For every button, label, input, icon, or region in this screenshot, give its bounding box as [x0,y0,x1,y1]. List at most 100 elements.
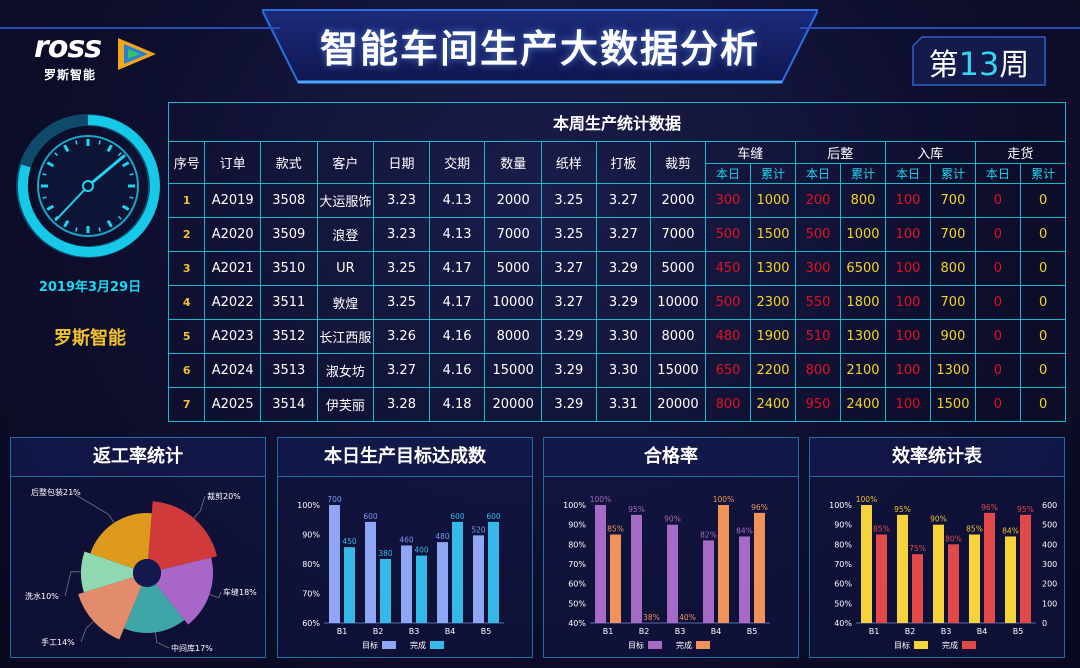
target-panel: 本日生产目标达成数 100% 90% 80% 70% 60% 700 450 B1 600 380… [277,437,533,658]
table-cell-qty: 20000 [484,387,542,422]
bar-label: 85% [966,525,983,534]
pie-label: 洗水10% [25,591,59,601]
y-tick-label: 60% [834,580,852,589]
bar-label: 95% [1017,505,1034,514]
table-cell-total: 2400 [750,387,796,422]
bar-label: 480 [435,532,450,541]
table-cell-cut: 8000 [650,319,706,354]
y-tick-label: 90% [568,521,586,530]
col-header: 裁剪 [650,141,706,184]
y-tick-label: 60% [302,619,320,628]
table-row: 3 A2021 3510 UR 3.25 4.17 5000 3.27 3.29 5000 450 1… [167,251,1066,286]
table-cell-total: 700 [930,217,976,252]
table-cell-daily: 0 [974,285,1022,320]
table-cell-customer: 长江西服 [316,319,375,354]
legend-swatch [430,641,444,649]
x-tick-label: B3 [941,627,952,636]
table-cell-daily: 950 [794,387,842,422]
table-cell-daily: 0 [974,251,1022,286]
week-frame [912,36,1046,86]
table-cell-board: 3.29 [595,251,652,286]
table-cell-order: A2022 [204,285,261,320]
table-cell-total: 2300 [750,285,796,320]
pie-slice [123,583,185,633]
table-cell-qty: 10000 [484,285,542,320]
logo-text: ross [34,30,102,65]
bar-actual [754,512,765,623]
table-cell-daily: 450 [704,251,752,286]
bar-target [667,524,678,623]
table-cell-total: 2200 [750,353,796,388]
table-cell-daily: 0 [974,353,1022,388]
table-cell-total: 0 [1020,319,1066,354]
x-tick-label: B4 [977,627,988,636]
table-cell-style: 3509 [259,217,318,252]
table-cell-total: 0 [1020,353,1066,388]
table-cell-due: 4.16 [428,353,486,388]
y-tick-label: 80% [834,540,852,549]
sub-header: 累计 [1020,163,1066,184]
bar-label: 38% [643,613,660,622]
table-cell-customer: 大运服饰 [316,183,375,218]
y2-tick-label: 0 [1042,619,1047,628]
bar-target [739,536,750,623]
week-suffix: 周 [999,48,1030,83]
table-cell-due: 4.17 [428,285,486,320]
table-cell-total: 1300 [930,353,976,388]
table-cell-customer: 敦煌 [316,285,375,320]
table-cell-total: 800 [840,183,886,218]
table-cell-due: 4.18 [428,387,486,422]
x-tick-label: B2 [373,627,384,636]
table-cell-total: 2400 [840,387,886,422]
table-cell-qty: 5000 [484,251,542,286]
bar-actual [876,534,887,623]
table-cell-total: 1500 [930,387,976,422]
clock-tick [42,196,47,199]
group-header: 入库 [884,141,976,164]
table-cell-style: 3514 [259,387,318,422]
bar-actual [380,558,391,623]
y-tick-label: 100% [829,501,852,510]
table-cell-paper: 3.29 [541,353,597,388]
table-cell-total: 6500 [840,251,886,286]
table-cell-idx: 4 [167,285,206,320]
week-prefix: 第 [928,48,959,83]
table-cell-daily: 550 [794,285,842,320]
table-cell-daily: 500 [794,217,842,252]
table-cell-date: 3.23 [373,183,430,218]
table-cell-paper: 3.25 [541,217,597,252]
table-cell-style: 3508 [259,183,318,218]
panel-title: 合格率 [544,438,798,477]
table-cell-daily: 100 [884,285,932,320]
table-cell-board: 3.30 [595,319,652,354]
logo-mark-icon [118,38,156,70]
bar-label: 80% [945,534,962,543]
table-cell-total: 1000 [750,183,796,218]
clock-tick [54,152,59,157]
bar-label: 96% [751,503,768,512]
production-table: 本周生产统计数据 序号 订单 款式 客户 日期 交期 数量 纸样 打板 裁剪 车… [167,102,1067,422]
clock-tick [106,144,113,153]
clock-tick [63,219,70,228]
table-cell-total: 0 [1020,285,1066,320]
table-cell-daily: 510 [794,319,842,354]
bar-actual [718,505,729,623]
page-title: 智能车间生产大数据分析 [319,27,760,71]
table-cell-total: 2100 [840,353,886,388]
table-cell-daily: 100 [884,251,932,286]
table-cell-daily: 480 [704,319,752,354]
clock-tick [75,227,78,232]
table-cell-due: 4.13 [428,217,486,252]
pie-label-line [70,491,115,524]
table-row: 7 A2025 3514 伊芙丽 3.28 4.18 20000 3.29 3.31 20000 8… [167,387,1066,422]
y-tick-label: 100% [297,501,320,510]
table-cell-date: 3.28 [373,387,430,422]
bar-label: 82% [700,530,717,539]
pie-slice [148,501,218,570]
legend-swatch [648,641,662,649]
table-cell-order: A2025 [204,387,261,422]
table-cell-cut: 10000 [650,285,706,320]
x-tick-label: B5 [1013,627,1024,636]
clock-tick [98,140,101,145]
